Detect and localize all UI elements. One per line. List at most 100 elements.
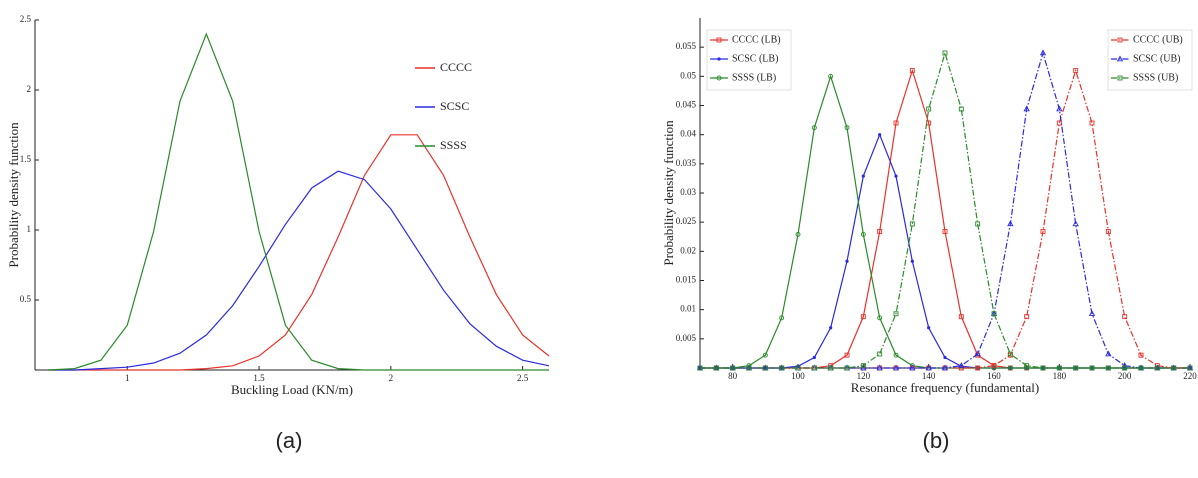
y-tick-label: 0.005 [676, 333, 697, 343]
marker [1024, 363, 1030, 369]
marker [1007, 365, 1013, 371]
y-tick-label: 0.03 [680, 187, 696, 197]
marker [860, 363, 866, 369]
marker [812, 355, 816, 360]
x-axis-label: Resonance frequency (fundamental) [851, 380, 1039, 395]
marker [844, 365, 850, 371]
x-tick-label: 160 [987, 371, 1001, 381]
marker [927, 326, 931, 330]
marker [1056, 120, 1062, 126]
y-axis-label: Probability density function [6, 122, 21, 268]
marker [941, 364, 949, 371]
marker [845, 259, 849, 263]
x-axis-label: Buckling Load (KN/m) [231, 382, 353, 397]
x-tick-label: 180 [1053, 371, 1067, 381]
marker [762, 365, 768, 371]
marker [746, 365, 752, 371]
marker [844, 352, 850, 358]
marker [877, 351, 883, 357]
marker [909, 221, 915, 227]
legend-label: CCCC (UB) [1133, 34, 1183, 45]
series-line [700, 50, 1190, 369]
marker [877, 229, 883, 234]
marker [1089, 365, 1095, 371]
y-tick-label: 0.015 [676, 275, 697, 285]
y-tick-label: 0.01 [680, 304, 696, 314]
marker [795, 231, 801, 237]
series-line [48, 170, 550, 371]
marker [877, 315, 883, 321]
legend-label: SSSS (LB) [732, 72, 776, 83]
marker [697, 365, 703, 371]
marker [942, 229, 948, 234]
marker [958, 314, 964, 320]
marker [893, 352, 899, 358]
x-tick-label: 100 [791, 371, 805, 381]
marker [991, 363, 997, 369]
x-tick-label: 80 [728, 371, 738, 381]
marker [893, 311, 899, 317]
marker [1105, 350, 1112, 357]
legend-marker [716, 37, 722, 43]
marker [730, 365, 736, 371]
legend-label: CCCC (LB) [732, 34, 781, 45]
legend-marker [716, 75, 722, 81]
x-tick-label: 1.5 [253, 373, 265, 383]
y-tick-label: 1.5 [20, 154, 32, 164]
marker [909, 364, 916, 371]
legend-marker [717, 57, 721, 61]
marker [1007, 351, 1013, 357]
legend-marker [1117, 75, 1123, 81]
marker [829, 326, 833, 330]
y-tick-label: 0.035 [676, 158, 697, 168]
marker [975, 365, 981, 371]
marker [1105, 365, 1111, 371]
marker [926, 120, 932, 126]
y-tick-label: 2 [27, 84, 32, 94]
legend-marker [1116, 55, 1124, 62]
marker [713, 365, 719, 371]
y-tick-label: 0.04 [680, 129, 696, 139]
marker [1105, 229, 1111, 234]
x-tick-label: 2 [389, 373, 394, 383]
marker [811, 365, 817, 371]
marker [860, 231, 866, 237]
marker [828, 365, 834, 371]
x-tick-label: 1 [125, 373, 130, 383]
legend-label: SSSS (UB) [1133, 72, 1178, 83]
marker [844, 125, 850, 131]
legend-label: SCSC [440, 99, 469, 113]
marker [1040, 365, 1046, 371]
marker [860, 314, 866, 320]
legend-label: SCSC (LB) [732, 53, 778, 64]
marker [878, 133, 882, 137]
marker [1089, 120, 1095, 126]
marker [779, 315, 785, 321]
y-tick-label: 0.5 [20, 294, 32, 304]
marker [1056, 105, 1063, 112]
marker [942, 50, 948, 56]
marker [892, 364, 900, 371]
x-tick-label: 120 [857, 371, 871, 381]
y-tick-label: 2.5 [20, 14, 32, 24]
marker [762, 352, 768, 358]
marker [1088, 310, 1096, 316]
caption: (b) [923, 428, 950, 453]
marker [811, 125, 817, 131]
legend-label: SSSS [440, 138, 467, 152]
x-tick-label: 200 [1118, 371, 1132, 381]
marker [876, 364, 883, 371]
marker [1039, 49, 1047, 56]
marker [1138, 365, 1144, 371]
caption: (a) [276, 428, 303, 453]
marker [1073, 68, 1079, 73]
legend-label: SCSC (UB) [1133, 53, 1181, 64]
x-tick-label: 140 [922, 371, 936, 381]
series-line [48, 32, 549, 371]
legend-label: CCCC [440, 60, 472, 74]
marker [795, 365, 801, 371]
marker [1072, 220, 1079, 227]
marker [1122, 314, 1128, 320]
